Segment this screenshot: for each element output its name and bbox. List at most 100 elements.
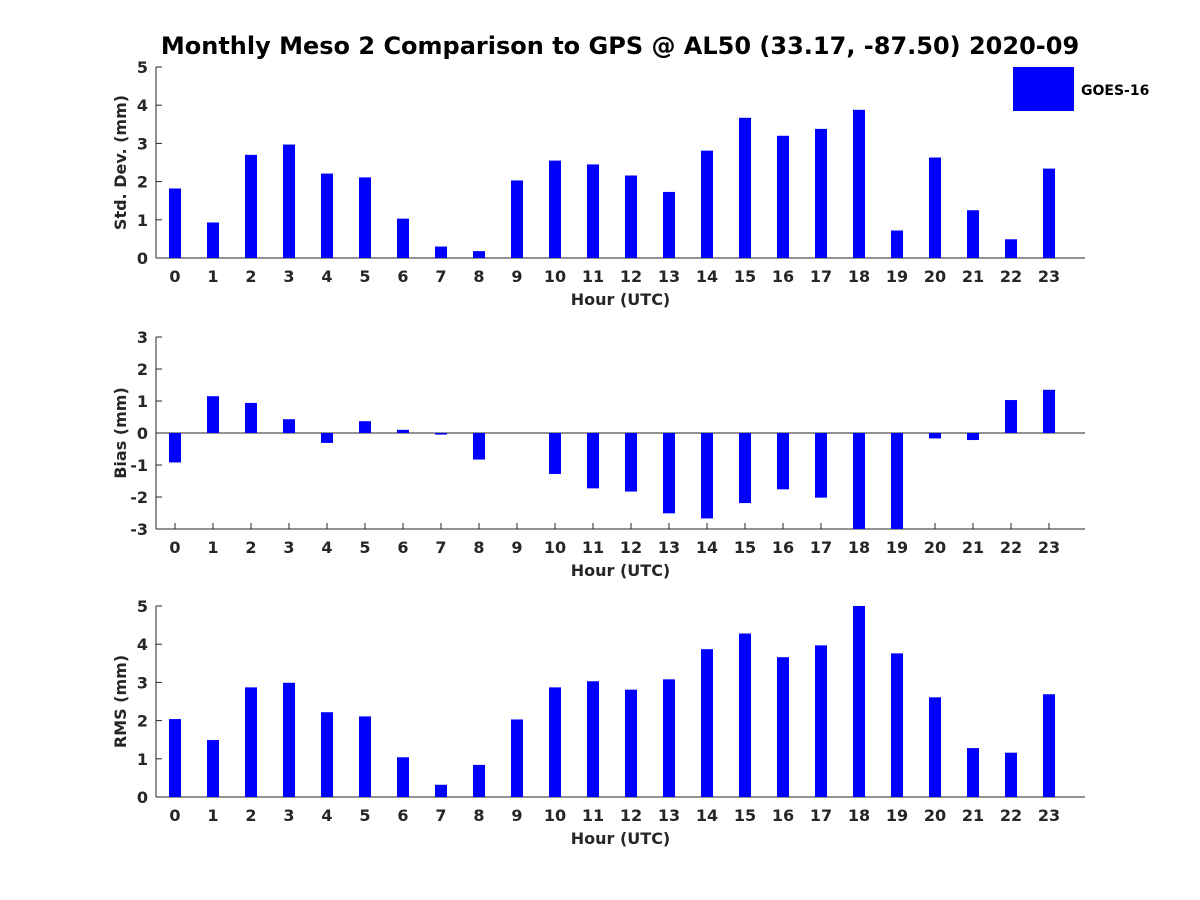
bar: [473, 764, 485, 797]
x-tick-label: 23: [1038, 806, 1060, 825]
bar: [245, 402, 257, 433]
chart-title: Monthly Meso 2 Comparison to GPS @ AL50 …: [161, 32, 1079, 60]
x-tick-label: 17: [810, 538, 832, 557]
x-tick-label: 4: [321, 538, 332, 557]
x-tick-label: 3: [283, 538, 294, 557]
bar: [283, 682, 295, 797]
x-tick-label: 8: [473, 267, 484, 286]
x-tick-label: 6: [397, 538, 408, 557]
bar: [435, 246, 447, 258]
bar: [1043, 694, 1055, 797]
x-tick-label: 18: [848, 538, 870, 557]
x-tick-label: 8: [473, 538, 484, 557]
x-tick-label: 2: [245, 267, 256, 286]
x-tick-label: 11: [582, 806, 604, 825]
x-tick-label: 6: [397, 267, 408, 286]
y-tick-label: 3: [137, 673, 148, 692]
y-tick-label: 1: [137, 211, 148, 230]
x-tick-label: 16: [772, 538, 794, 557]
x-tick-label: 1: [207, 806, 218, 825]
bar: [701, 433, 713, 519]
bar: [853, 433, 865, 529]
bar: [169, 188, 181, 258]
bar: [701, 649, 713, 797]
x-tick-label: 18: [848, 806, 870, 825]
bar: [511, 180, 523, 258]
x-tick-label: 6: [397, 806, 408, 825]
x-tick-label: 2: [245, 806, 256, 825]
bar: [169, 719, 181, 797]
bar: [967, 210, 979, 258]
x-tick-label: 8: [473, 806, 484, 825]
x-tick-label: 20: [924, 806, 946, 825]
x-tick-label: 19: [886, 806, 908, 825]
x-tick-label: 18: [848, 267, 870, 286]
x-tick-label: 7: [435, 806, 446, 825]
bar: [625, 689, 637, 797]
x-tick-label: 4: [321, 267, 332, 286]
bar: [663, 191, 675, 258]
bar: [473, 251, 485, 258]
legend-label: GOES-16: [1081, 83, 1149, 99]
bar: [245, 687, 257, 797]
bar: [473, 433, 485, 460]
y-tick-label: 5: [137, 597, 148, 616]
bar: [587, 681, 599, 797]
x-tick-label: 15: [734, 267, 756, 286]
bar: [587, 433, 599, 489]
x-tick-label: 10: [544, 806, 566, 825]
y-axis-label: Bias (mm): [111, 387, 130, 479]
bar: [739, 633, 751, 797]
x-tick-label: 0: [169, 267, 180, 286]
y-tick-label: 2: [137, 173, 148, 192]
bar: [777, 135, 789, 258]
x-tick-label: 0: [169, 806, 180, 825]
x-tick-label: 5: [359, 806, 370, 825]
x-tick-label: 3: [283, 267, 294, 286]
x-tick-label: 17: [810, 267, 832, 286]
x-tick-label: 12: [620, 538, 642, 557]
bar: [435, 433, 447, 435]
x-tick-label: 21: [962, 538, 984, 557]
x-axis-label: Hour (UTC): [571, 829, 671, 848]
x-tick-label: 23: [1038, 538, 1060, 557]
bar: [359, 177, 371, 258]
bar: [435, 784, 447, 797]
bar: [777, 433, 789, 490]
bar: [739, 117, 751, 258]
bar: [1043, 389, 1055, 433]
bar: [321, 433, 333, 443]
x-tick-label: 21: [962, 267, 984, 286]
bar: [549, 687, 561, 797]
y-tick-label: 2: [137, 712, 148, 731]
bar: [891, 230, 903, 258]
bar: [891, 653, 903, 797]
x-tick-label: 16: [772, 806, 794, 825]
x-tick-label: 10: [544, 267, 566, 286]
y-tick-label: 0: [137, 788, 148, 807]
x-tick-label: 5: [359, 267, 370, 286]
x-tick-label: 11: [582, 267, 604, 286]
bar: [359, 421, 371, 433]
bar: [169, 433, 181, 463]
x-tick-label: 14: [696, 538, 718, 557]
x-tick-label: 1: [207, 267, 218, 286]
bar: [245, 154, 257, 258]
x-tick-label: 20: [924, 538, 946, 557]
bar: [1005, 400, 1017, 433]
x-tick-label: 13: [658, 267, 680, 286]
x-tick-label: 9: [511, 267, 522, 286]
x-tick-label: 13: [658, 538, 680, 557]
bar: [397, 429, 409, 433]
x-tick-label: 15: [734, 806, 756, 825]
bar: [815, 128, 827, 258]
x-tick-label: 3: [283, 806, 294, 825]
bar: [929, 157, 941, 258]
x-tick-label: 7: [435, 538, 446, 557]
bar: [701, 150, 713, 258]
bar: [853, 109, 865, 258]
y-tick-label: 3: [137, 134, 148, 153]
x-tick-label: 16: [772, 267, 794, 286]
